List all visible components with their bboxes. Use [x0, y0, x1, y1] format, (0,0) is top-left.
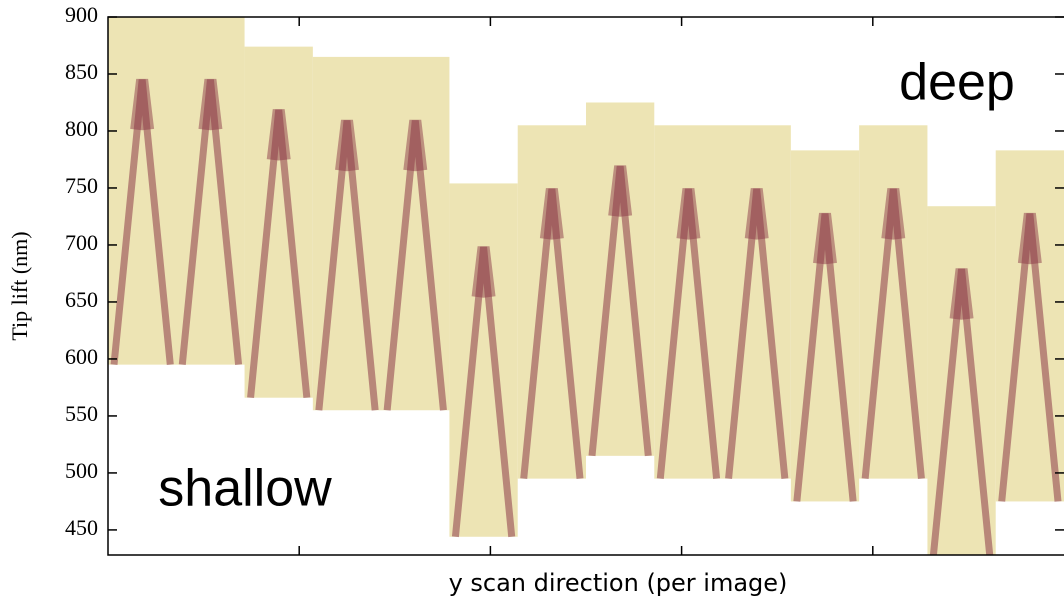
y-tick-label: 500 [65, 458, 98, 483]
streak-core [949, 268, 974, 320]
streak-core [813, 212, 837, 265]
y-tick-label: 800 [65, 116, 98, 141]
streak-core [676, 188, 701, 240]
streak-core [471, 246, 496, 298]
streak-core [1017, 212, 1042, 265]
streak-core [881, 188, 906, 240]
streak-core [403, 119, 428, 172]
plot-frame [107, 16, 1064, 556]
y-tick-label: 450 [65, 515, 98, 540]
y-axis-label: Tip lift (nm) [7, 231, 32, 340]
streak-core [198, 78, 223, 131]
streak-core [130, 78, 155, 131]
streak-core [266, 109, 291, 161]
y-tick-label: 650 [65, 287, 98, 312]
y-tick-label: 550 [65, 401, 98, 426]
x-axis-label: y scan direction (per image) [449, 569, 788, 597]
y-tick-label: 600 [65, 344, 98, 369]
y-tick-label: 750 [65, 173, 98, 198]
y-tick-label: 700 [65, 230, 98, 255]
annotation: shallow [158, 460, 332, 518]
y-tick-label: 850 [65, 59, 98, 84]
streak-core [335, 119, 359, 172]
streak-core [608, 165, 633, 217]
annotation: deep [899, 54, 1015, 112]
streak-core [744, 188, 769, 240]
streak-core [539, 188, 564, 240]
plot-area [108, 17, 1064, 556]
y-tick-label: 900 [65, 2, 98, 27]
